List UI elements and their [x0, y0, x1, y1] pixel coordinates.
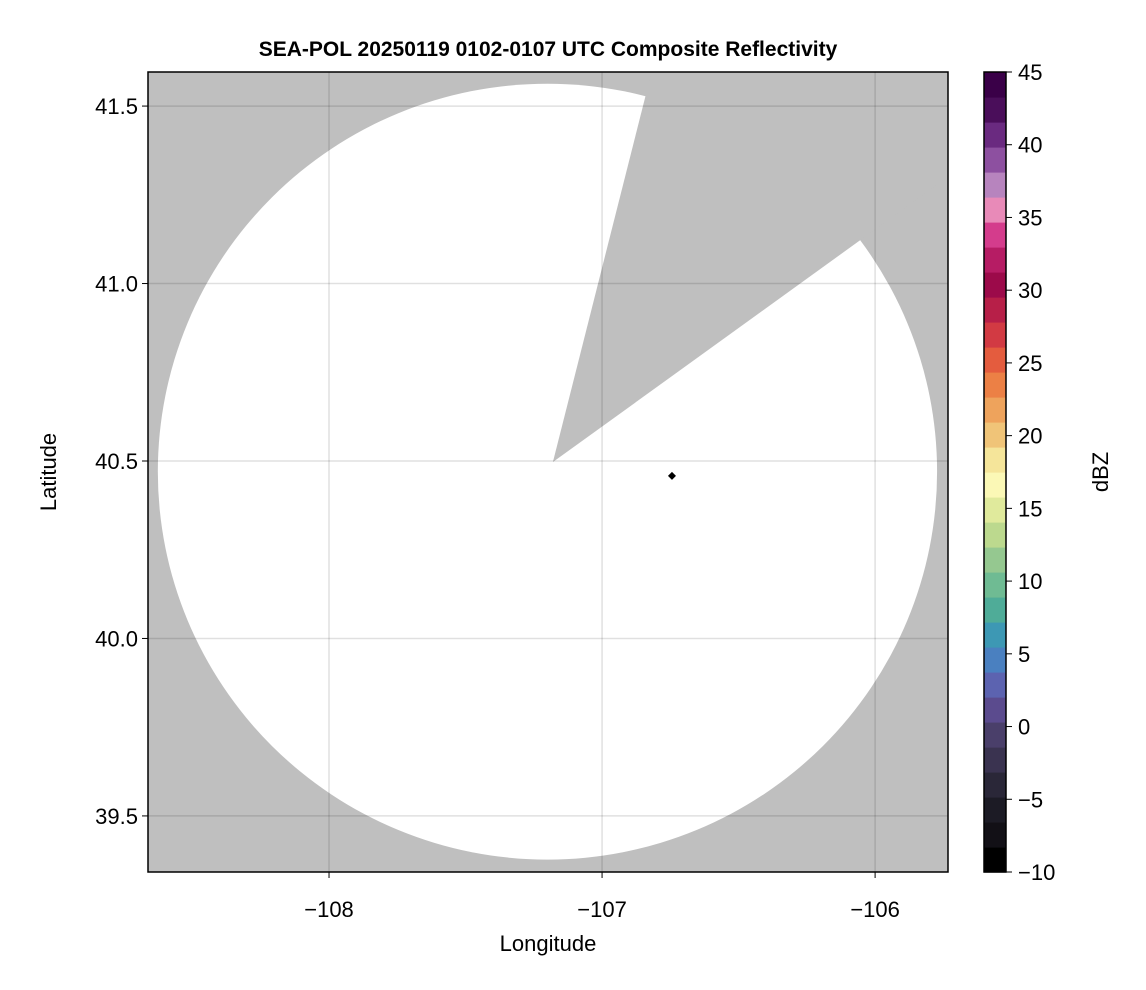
colorbar-tick-label: −5: [1018, 787, 1043, 812]
colorbar-swatch: [984, 422, 1006, 448]
plot-frame: [147, 71, 949, 873]
colorbar-swatch: [984, 122, 1006, 148]
radar-site-marker: [667, 471, 676, 480]
y-tick-label: 41.5: [95, 94, 138, 119]
y-tick-label: 39.5: [95, 804, 138, 829]
y-tick-label: 40.0: [95, 626, 138, 651]
colorbar-swatch: [984, 97, 1006, 123]
colorbar-swatch: [984, 72, 1006, 98]
colorbar-frame: [983, 71, 1007, 873]
colorbar-swatch: [984, 247, 1006, 273]
colorbar-swatch: [984, 572, 1006, 598]
colorbar-swatch: [984, 372, 1006, 398]
colorbar-swatch: [984, 497, 1006, 523]
y-axis-label: Latitude: [36, 433, 61, 511]
colorbar-swatch: [984, 322, 1006, 348]
y-tick-label: 40.5: [95, 449, 138, 474]
colorbar-swatch: [984, 772, 1006, 798]
chart-title: SEA-POL 20250119 0102-0107 UTC Composite…: [259, 38, 838, 61]
colorbar-swatch: [984, 197, 1006, 223]
colorbar: −10 −5 0 5 10 15 20 25 30 35 40 45: [983, 60, 1055, 885]
y-tick-label: 41.0: [95, 272, 138, 297]
colorbar-tick-label: 20: [1018, 424, 1042, 449]
colorbar-swatch: [984, 297, 1006, 323]
x-tick-label: −108: [304, 897, 354, 922]
colorbar-swatch: [984, 347, 1006, 373]
colorbar-tick-label: 45: [1018, 60, 1042, 85]
colorbar-swatch: [984, 147, 1006, 173]
colorbar-tick-label: 0: [1018, 715, 1030, 740]
colorbar-swatch: [984, 797, 1006, 823]
colorbar-tick-label: 30: [1018, 278, 1042, 303]
colorbar-swatch: [984, 647, 1006, 673]
colorbar-swatch: [984, 472, 1006, 498]
colorbar-label: dBZ: [1088, 452, 1113, 492]
colorbar-swatch: [984, 697, 1006, 723]
colorbar-tick-label: 15: [1018, 496, 1042, 521]
colorbar-swatch: [984, 222, 1006, 248]
x-axis-label: Longitude: [500, 931, 597, 956]
colorbar-swatch: [984, 722, 1006, 748]
colorbar-swatch: [984, 272, 1006, 298]
colorbar-tick-label: −10: [1018, 860, 1055, 885]
colorbar-swatch: [984, 447, 1006, 473]
colorbar-tick-label: 25: [1018, 351, 1042, 376]
colorbar-swatch: [984, 747, 1006, 773]
colorbar-swatch: [984, 822, 1006, 848]
x-tick-label: −106: [850, 897, 900, 922]
blocked-sector: [552, 72, 948, 463]
colorbar-swatch: [984, 522, 1006, 548]
colorbar-tick-label: 40: [1018, 133, 1042, 158]
colorbar-swatch: [984, 547, 1006, 573]
colorbar-swatch: [984, 597, 1006, 623]
colorbar-tick-label: 5: [1018, 642, 1030, 667]
colorbar-swatch: [984, 672, 1006, 698]
colorbar-swatch: [984, 622, 1006, 648]
colorbar-swatch: [984, 847, 1006, 873]
colorbar-tick-label: 35: [1018, 205, 1042, 230]
colorbar-tick-label: 10: [1018, 569, 1042, 594]
colorbar-swatch: [984, 397, 1006, 423]
colorbar-swatch: [984, 172, 1006, 198]
x-tick-label: −107: [577, 897, 627, 922]
